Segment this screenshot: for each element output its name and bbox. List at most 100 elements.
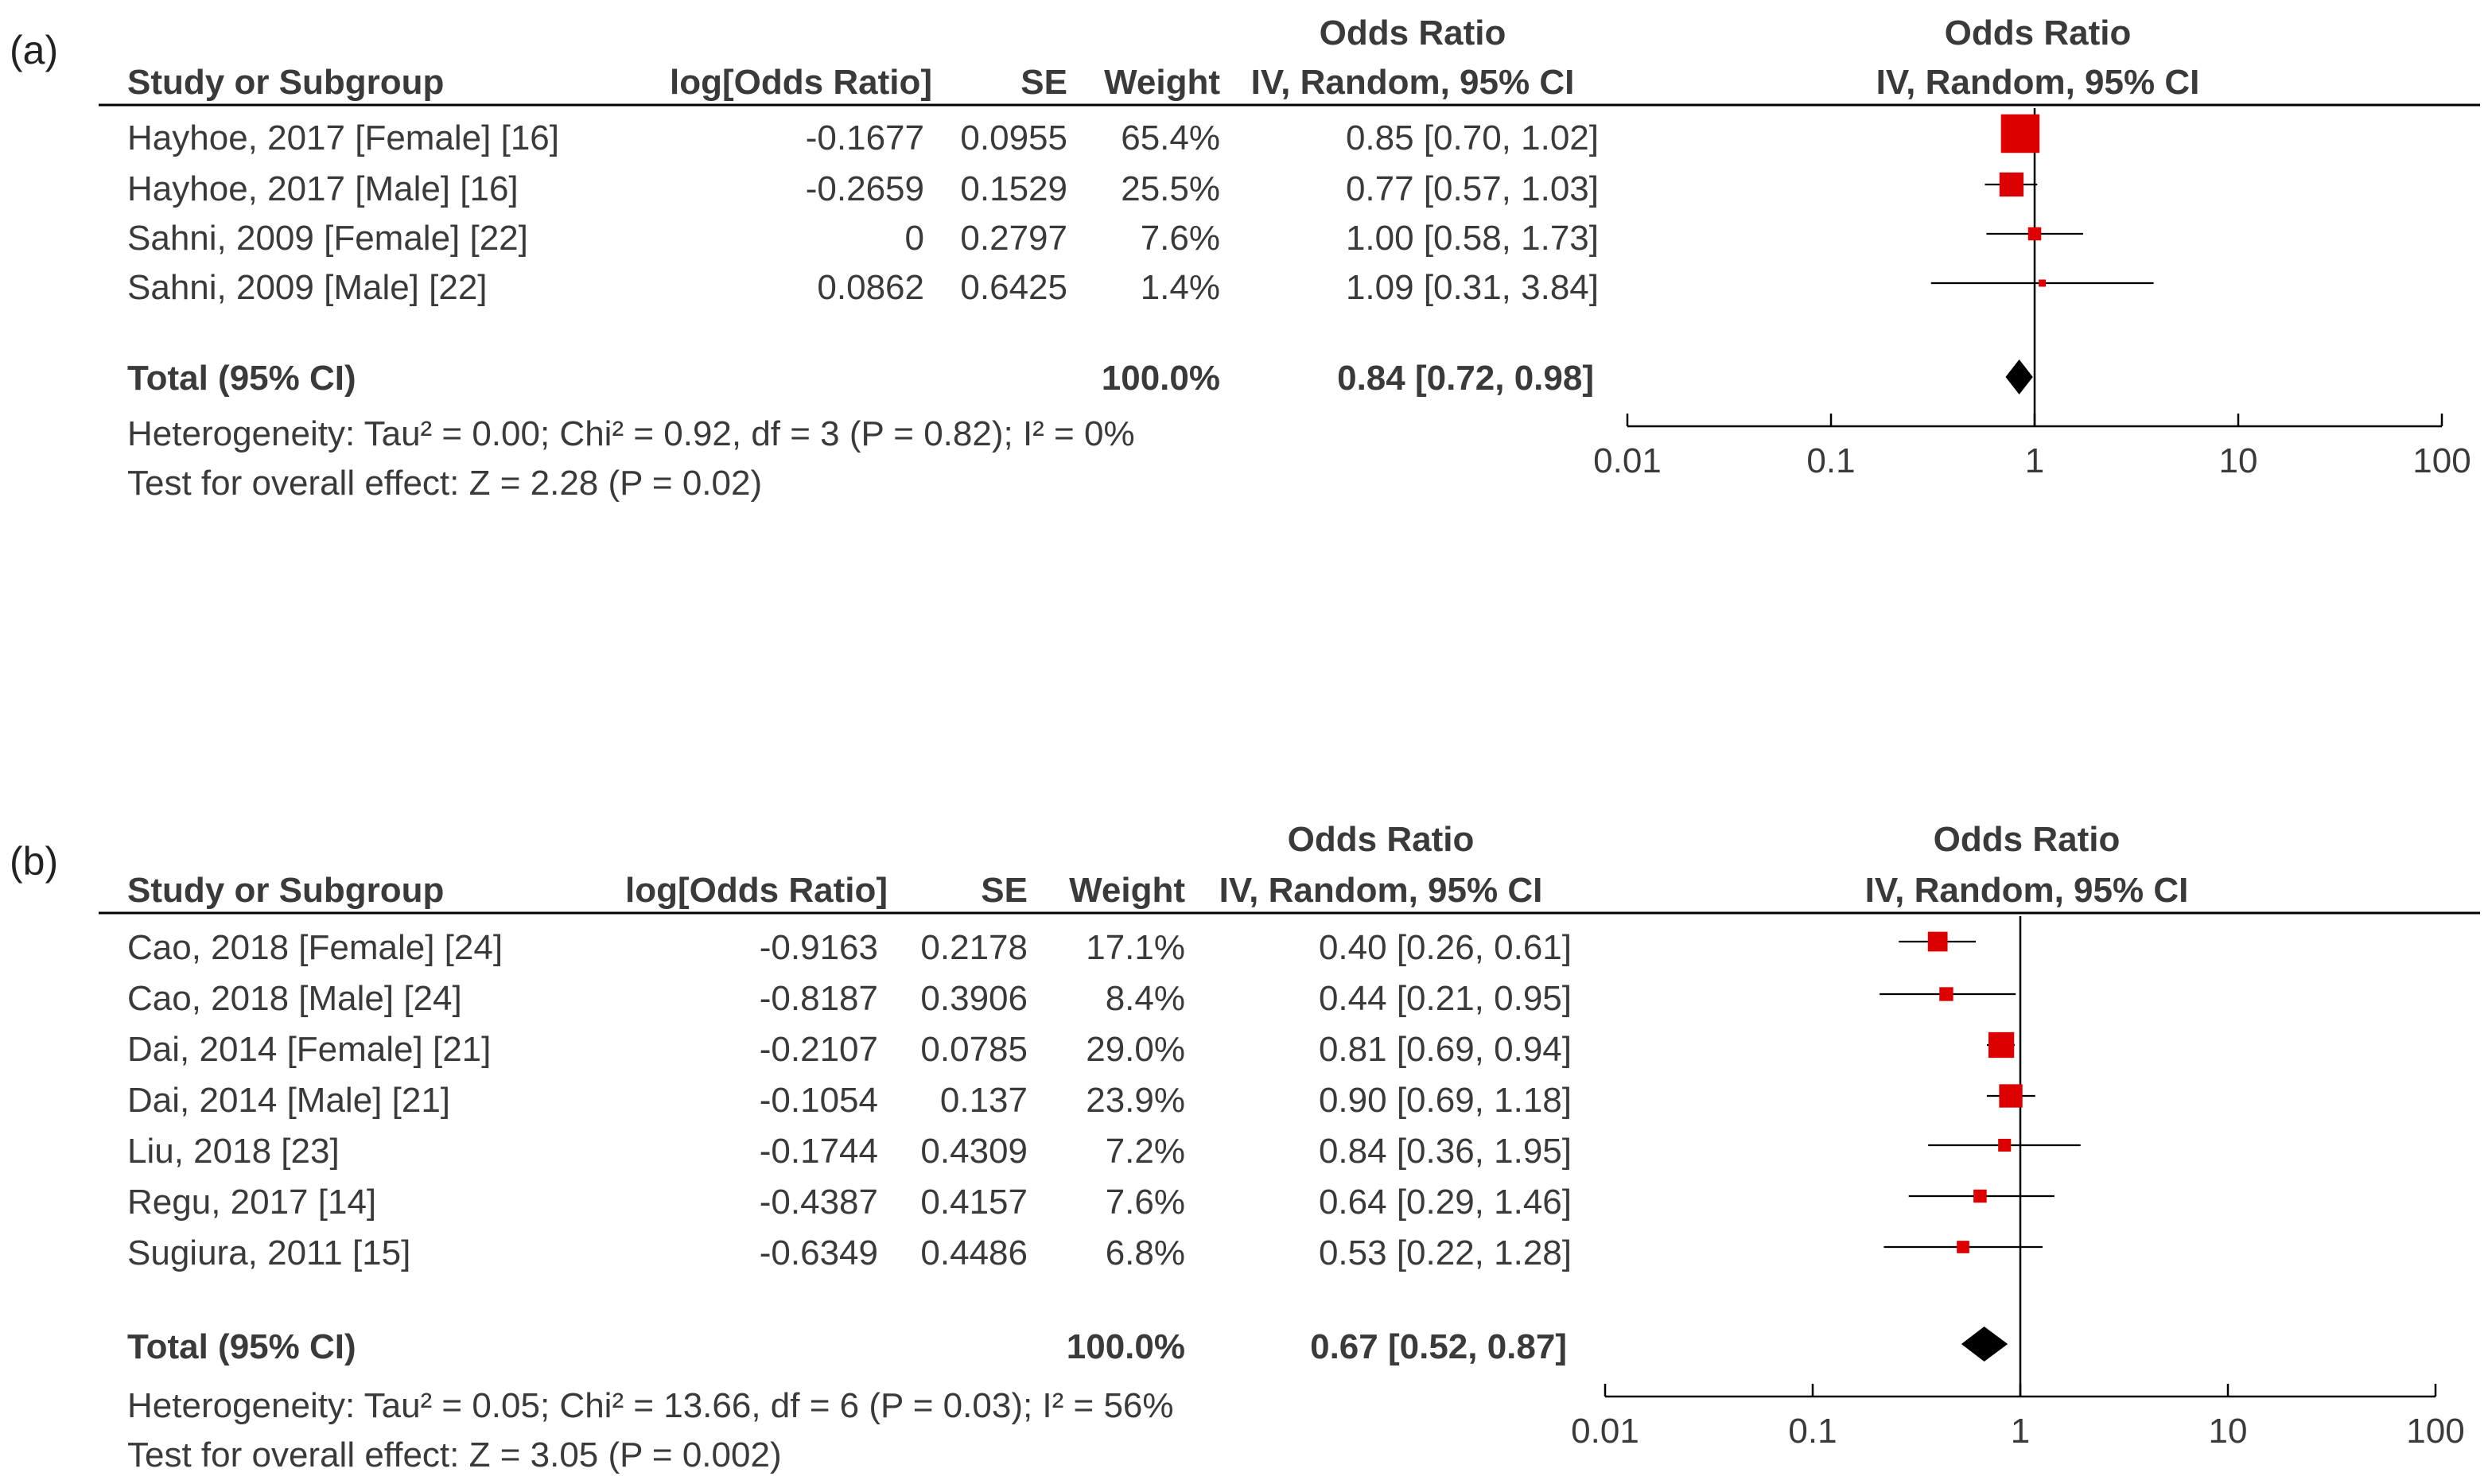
study-marker: [1988, 1031, 2015, 1059]
study-name: Hayhoe, 2017 [Male] [16]: [127, 169, 519, 208]
logor-value: -0.2659: [806, 169, 924, 208]
total-label: Total (95% CI): [127, 1327, 356, 1366]
study-row: Cao, 2018 [Male] [24] -0.8187 0.3906 8.4…: [127, 979, 1572, 1018]
study-marker: [2000, 114, 2040, 153]
plot-header-top: Odds Ratio: [1934, 820, 2121, 859]
weight-value: 7.2%: [1106, 1132, 1185, 1171]
x-axis-tick-label: 0.01: [1571, 1412, 1639, 1451]
forest-plot-area: 0.01 0.1 1 10 100: [1593, 108, 2471, 480]
study-name: Hayhoe, 2017 [Female] [16]: [127, 118, 559, 157]
weight-value: 7.6%: [1141, 219, 1220, 258]
study-marker: [1999, 172, 2024, 197]
ci-value: 1.09 [0.31, 3.84]: [1346, 268, 1599, 307]
logor-value: 0.0862: [817, 268, 924, 307]
se-value: 0.4309: [920, 1132, 1028, 1171]
ci-value: 0.44 [0.21, 0.95]: [1319, 979, 1572, 1018]
study-row: Dai, 2014 [Male] [21] -0.1054 0.137 23.9…: [127, 1081, 1572, 1120]
study-marker: [2027, 227, 2042, 241]
panel-a: (a) Odds Ratio Odds Ratio Study or Subgr…: [10, 14, 2480, 503]
weight-value: 25.5%: [1121, 169, 1220, 208]
x-axis-tick-label: 1: [2025, 441, 2044, 480]
ci-value: 0.85 [0.70, 1.02]: [1346, 118, 1599, 157]
study-row: Regu, 2017 [14] -0.4387 0.4157 7.6% 0.64…: [127, 1183, 1572, 1222]
or-header-bottom: IV, Random, 95% CI: [1251, 63, 1575, 102]
study-row: Cao, 2018 [Female] [24] -0.9163 0.2178 1…: [127, 928, 1572, 967]
weight-header: Weight: [1104, 63, 1220, 102]
weight-value: 17.1%: [1086, 928, 1185, 967]
se-value: 0.4157: [920, 1183, 1028, 1222]
se-header: SE: [1020, 63, 1067, 102]
study-marker: [1999, 1084, 2023, 1108]
weight-value: 1.4%: [1141, 268, 1220, 307]
study-row: Sahni, 2009 [Female] [22] 0 0.2797 7.6% …: [127, 219, 1599, 258]
ci-value: 0.84 [0.36, 1.95]: [1319, 1132, 1572, 1171]
forest-plot-area: 0.01 0.1 1 10 100: [1571, 916, 2465, 1451]
study-name: Liu, 2018 [23]: [127, 1132, 340, 1171]
panel-label: (a): [10, 28, 58, 72]
study-row: Sugiura, 2011 [15] -0.6349 0.4486 6.8% 0…: [127, 1233, 1572, 1272]
panel-b: (b) Odds Ratio Odds Ratio Study or Subgr…: [10, 820, 2480, 1474]
study-name: Dai, 2014 [Male] [21]: [127, 1081, 450, 1120]
x-axis-tick-label: 0.1: [1806, 441, 1855, 480]
or-header-top: Odds Ratio: [1288, 820, 1475, 859]
x-axis-tick-label: 10: [2209, 1412, 2248, 1451]
study-header: Study or Subgroup: [127, 63, 444, 102]
study-marker: [1973, 1189, 1987, 1203]
study-row: Sahni, 2009 [Male] [22] 0.0862 0.6425 1.…: [127, 268, 1599, 307]
weight-value: 65.4%: [1121, 118, 1220, 157]
study-row: Dai, 2014 [Female] [21] -0.2107 0.0785 2…: [127, 1030, 1572, 1069]
x-axis-tick-label: 100: [2406, 1412, 2464, 1451]
logor-value: -0.8187: [760, 979, 878, 1018]
logor-header: log[Odds Ratio]: [670, 63, 932, 102]
weight-value: 8.4%: [1106, 979, 1185, 1018]
se-value: 0.2797: [960, 219, 1067, 258]
or-header-bottom: IV, Random, 95% CI: [1219, 871, 1543, 910]
se-value: 0.0955: [960, 118, 1067, 157]
ci-value: 0.90 [0.69, 1.18]: [1319, 1081, 1572, 1120]
se-value: 0.3906: [920, 979, 1028, 1018]
total-ci: 0.67 [0.52, 0.87]: [1310, 1327, 1567, 1366]
x-axis-tick-label: 100: [2412, 441, 2471, 480]
pooled-estimate-diamond: [1961, 1327, 2008, 1362]
or-header-top: Odds Ratio: [1320, 14, 1506, 52]
total-weight: 100.0%: [1102, 359, 1220, 398]
study-row: Liu, 2018 [23] -0.1744 0.4309 7.2% 0.84 …: [127, 1132, 1572, 1171]
heterogeneity-text: Heterogeneity: Tau² = 0.00; Chi² = 0.92,…: [127, 414, 1135, 453]
se-value: 0.0785: [920, 1030, 1028, 1069]
total-row: Total (95% CI) 100.0% 0.67 [0.52, 0.87]: [127, 1327, 1567, 1366]
se-value: 0.137: [940, 1081, 1028, 1120]
logor-value: -0.1677: [806, 118, 924, 157]
logor-value: -0.1054: [760, 1081, 878, 1120]
x-axis-tick-label: 1: [2011, 1412, 2030, 1451]
study-marker: [1927, 931, 1948, 952]
total-label: Total (95% CI): [127, 359, 356, 398]
se-value: 0.1529: [960, 169, 1067, 208]
total-row: Total (95% CI) 100.0% 0.84 [0.72, 0.98]: [127, 359, 1594, 398]
study-row: Hayhoe, 2017 [Male] [16] -0.2659 0.1529 …: [127, 169, 1599, 208]
pooled-estimate-diamond: [2005, 359, 2033, 394]
study-row: Hayhoe, 2017 [Female] [16] -0.1677 0.095…: [127, 118, 1599, 157]
overall-effect-text: Test for overall effect: Z = 3.05 (P = 0…: [127, 1435, 782, 1474]
se-value: 0.4486: [920, 1233, 1028, 1272]
x-axis-tick-label: 0.1: [1788, 1412, 1837, 1451]
study-name: Regu, 2017 [14]: [127, 1183, 376, 1222]
study-name: Sahni, 2009 [Male] [22]: [127, 268, 488, 307]
weight-value: 29.0%: [1086, 1030, 1185, 1069]
se-value: 0.2178: [920, 928, 1028, 967]
ci-value: 0.81 [0.69, 0.94]: [1319, 1030, 1572, 1069]
logor-value: -0.4387: [760, 1183, 878, 1222]
weight-value: 7.6%: [1106, 1183, 1185, 1222]
heterogeneity-text: Heterogeneity: Tau² = 0.05; Chi² = 13.66…: [127, 1386, 1174, 1425]
study-name: Cao, 2018 [Male] [24]: [127, 979, 462, 1018]
study-marker: [1957, 1241, 1969, 1253]
plot-header-top: Odds Ratio: [1945, 14, 2132, 52]
se-header: SE: [981, 871, 1028, 910]
x-axis-tick-label: 0.01: [1593, 441, 1662, 480]
logor-value: -0.6349: [760, 1233, 878, 1272]
total-ci: 0.84 [0.72, 0.98]: [1337, 359, 1594, 398]
logor-value: -0.1744: [760, 1132, 878, 1171]
weight-header: Weight: [1069, 871, 1185, 910]
ci-value: 0.53 [0.22, 1.28]: [1319, 1233, 1572, 1272]
logor-value: 0: [905, 219, 924, 258]
